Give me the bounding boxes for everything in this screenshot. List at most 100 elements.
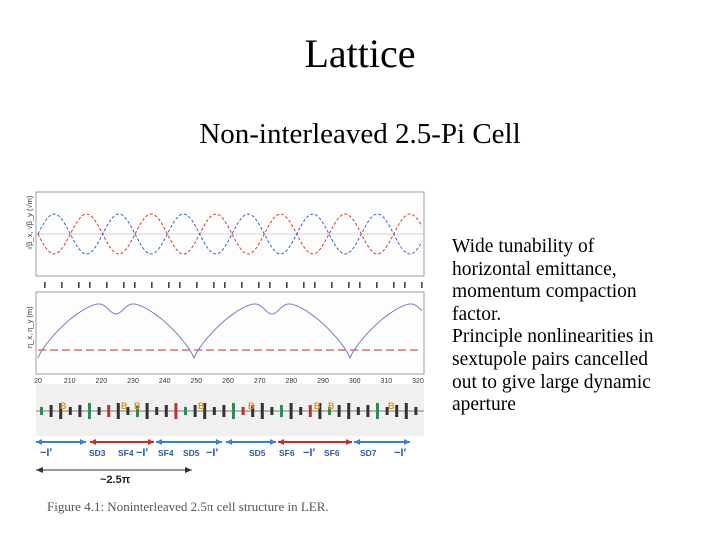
magnet-tick — [269, 282, 271, 288]
magnet-element — [347, 403, 351, 419]
bend-marker-label: B — [328, 401, 335, 411]
magnet-element — [356, 407, 360, 415]
magnet-tick — [196, 282, 198, 288]
magnet-element — [145, 403, 149, 419]
x-tick-label: 210 — [64, 378, 76, 385]
magnet-element — [212, 407, 216, 415]
magnet-element — [68, 407, 72, 415]
dispersion-y-axis-label: η_x, η_y (m) — [26, 306, 34, 348]
element-arrowhead — [226, 439, 232, 445]
element-label: SF4 — [158, 448, 174, 458]
period-arrowhead-left — [36, 467, 43, 473]
magnet-element — [59, 403, 63, 419]
magnet-element — [136, 405, 139, 417]
x-tick-label: 20 — [34, 378, 42, 385]
magnet-element — [385, 407, 389, 415]
magnet-element — [49, 405, 53, 417]
period-arrowhead-right — [185, 467, 192, 473]
element-label: −I′ — [40, 447, 52, 459]
dispersion-curve — [37, 303, 423, 360]
element-arrowhead — [216, 439, 222, 445]
magnet-tick — [168, 282, 170, 288]
magnet-tick — [359, 282, 361, 288]
element-label: −I′ — [394, 447, 406, 459]
element-label: SD5 — [249, 448, 266, 458]
bend-marker-label: B — [121, 401, 128, 411]
magnet-element — [308, 405, 312, 417]
bend-marker-label: B — [134, 401, 141, 411]
dispersion-panel — [35, 291, 425, 375]
slide-subtitle: Non-interleaved 2.5-Pi Cell — [199, 118, 521, 150]
beta-x-curve — [37, 213, 423, 255]
element-label: −I′ — [136, 447, 148, 459]
slide-title: Lattice — [304, 31, 416, 76]
magnet-element — [366, 405, 370, 417]
x-tick-label: 250 — [190, 378, 202, 385]
magnet-element — [251, 405, 255, 417]
magnet-tick — [303, 282, 305, 288]
bend-marker-label: B — [314, 401, 321, 411]
magnet-element — [164, 405, 168, 417]
magnet-tick — [258, 282, 260, 288]
beta-y-curve — [37, 213, 423, 255]
element-arrows: −I′ SD3 SF4 −I′ SF4 SD5 −I′ SD5 SF6 −I′ SF6 SD7 −I′ — [36, 439, 410, 459]
figure-caption: Figure 4.1: Noninterleaved 2.5π cell str… — [47, 499, 329, 514]
description-line: sextupole pairs cancelled — [452, 348, 648, 370]
description-line: Wide tunability of — [452, 236, 595, 257]
element-label: SD7 — [360, 448, 377, 458]
element-label: SD3 — [89, 448, 106, 458]
x-tick-label: 320 — [412, 378, 424, 385]
beta-y-axis-label: √β_x, √β_y (√m) — [26, 195, 34, 250]
magnet-tick — [348, 282, 350, 288]
magnet-element — [184, 407, 187, 415]
magnet-tick — [421, 282, 423, 288]
element-arrowhead — [80, 439, 86, 445]
x-axis-ticks: 20 210 220 230 240 250 260 270 280 290 300 310 320 — [34, 378, 424, 385]
magnet-element — [270, 407, 274, 415]
magnet-element — [280, 405, 283, 417]
x-tick-label: 300 — [349, 378, 361, 385]
x-tick-label: 260 — [222, 378, 234, 385]
bend-marker-label: B — [198, 401, 205, 411]
x-tick-label: 290 — [317, 378, 329, 385]
magnet-tick — [286, 282, 288, 288]
description-line: aperture — [452, 394, 516, 416]
magnet-tick — [44, 282, 46, 288]
element-arrowhead — [36, 439, 42, 445]
magnet-element — [174, 403, 178, 419]
magnet-element — [404, 403, 408, 419]
magnet-element — [337, 405, 341, 417]
magnet-element — [116, 403, 120, 419]
element-arrowhead — [156, 439, 162, 445]
magnet-element — [232, 403, 235, 419]
description-line: factor. — [452, 303, 502, 325]
description-text: Wide tunability of horizontal emittance,… — [452, 236, 714, 417]
element-arrowhead — [148, 439, 154, 445]
element-label: SF4 — [118, 448, 134, 458]
magnet-element — [97, 407, 101, 415]
magnet-tick — [78, 282, 80, 288]
magnet-tick — [89, 282, 91, 288]
magnet-element — [318, 403, 322, 419]
element-arrowhead — [354, 439, 360, 445]
description-line: horizontal emittance, — [452, 258, 617, 280]
bend-marker-label: B — [60, 401, 67, 411]
element-arrowhead — [90, 439, 96, 445]
magnet-tick — [123, 282, 125, 288]
magnet-element — [78, 405, 82, 417]
magnet-tick — [224, 282, 226, 288]
magnet-element — [241, 407, 245, 415]
magnet-element — [376, 403, 379, 419]
magnet-element — [193, 405, 197, 417]
magnet-tick — [393, 282, 395, 288]
magnet-element — [328, 407, 331, 415]
magnet-tick — [151, 282, 153, 288]
period-label: ~2.5π — [100, 474, 131, 486]
element-label: −I′ — [303, 447, 315, 459]
magnet-element — [299, 407, 303, 415]
x-tick-label: 240 — [159, 378, 171, 385]
magnet-tick — [61, 282, 63, 288]
element-arrowhead — [346, 439, 352, 445]
magnet-element — [289, 403, 293, 419]
